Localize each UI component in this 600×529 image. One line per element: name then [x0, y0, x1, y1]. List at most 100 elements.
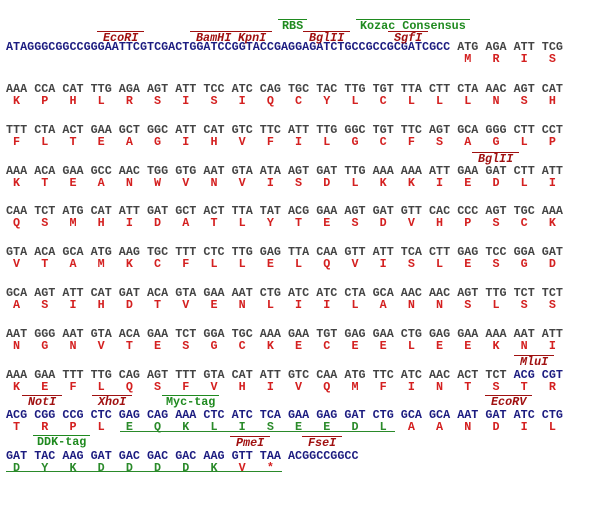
amino-acid: N — [125, 175, 133, 190]
codon: GTA — [231, 163, 253, 178]
codon: GAC — [147, 449, 169, 464]
amino-acid: V — [407, 216, 415, 231]
codon: TTG — [344, 82, 366, 96]
codon: TCT — [34, 204, 56, 219]
codon: GAT — [372, 204, 394, 219]
amino-acid: E — [351, 338, 359, 353]
amino-acid: L — [464, 94, 472, 108]
amino-acid: E — [323, 216, 331, 231]
codon: AAA — [175, 408, 197, 423]
amino-acid: L — [238, 257, 246, 272]
codon: AGT — [288, 163, 310, 178]
amino-acid: P — [41, 94, 49, 108]
amino-acid: D — [351, 420, 359, 435]
amino-acid: L — [520, 175, 528, 190]
codon: GAG — [457, 245, 479, 260]
amino-acid: E — [154, 338, 162, 353]
annotation: Kozac Consensus — [356, 19, 470, 32]
codon: ACG — [513, 367, 535, 382]
codon: CTC — [203, 408, 225, 423]
amino-acid: Q — [125, 379, 133, 394]
annotation: BglII — [472, 152, 520, 165]
codon: TTC — [400, 122, 422, 137]
codon: CAG — [147, 408, 169, 423]
codon: GAT — [541, 245, 563, 260]
codon: AAT — [203, 163, 225, 178]
codon: ATG — [62, 204, 84, 219]
amino-acid: K — [13, 175, 21, 190]
codon: TTC — [372, 367, 394, 382]
codon: GAC — [118, 449, 140, 464]
codon: AAA — [6, 82, 28, 96]
amino-acid: H — [548, 94, 556, 108]
codon: TCC — [485, 245, 507, 260]
codon: CCT — [541, 122, 563, 137]
amino-acid: K — [407, 175, 415, 190]
codon: TTT — [62, 367, 84, 382]
amino-acid: T — [464, 379, 472, 394]
codon: ATT — [429, 163, 451, 178]
codon: CAT — [90, 204, 112, 219]
codon: ATC — [288, 286, 310, 300]
codon: TTG — [485, 286, 507, 300]
amino-acid: A — [182, 216, 190, 231]
amino-acid: K — [13, 94, 21, 108]
amino-acid: R — [41, 420, 49, 435]
amino-acid: I — [69, 298, 77, 312]
leader-sequence: ATAGGGCGGCCGGGAATTCGTCGACTGGATCCGGTACCGA… — [6, 40, 451, 54]
amino-acid: L — [407, 94, 415, 108]
codon: ATG — [344, 367, 366, 382]
amino-acid: V — [238, 134, 246, 149]
amino-acid: K — [13, 379, 21, 394]
codon: CAT — [231, 367, 253, 382]
codon: AAG — [62, 449, 84, 464]
codon: CTC — [203, 245, 225, 260]
amino-acid: I — [520, 52, 528, 66]
codon: TAC — [316, 82, 338, 96]
codon: ATA — [259, 163, 281, 178]
amino-acid: I — [238, 94, 246, 108]
amino-acid: D — [548, 257, 556, 272]
amino-acid: S — [464, 298, 472, 312]
codon: ATC — [400, 367, 422, 382]
codon: CTG — [541, 408, 563, 423]
amino-acid: Q — [323, 257, 331, 272]
annotation: RBS — [278, 19, 308, 32]
annotation: BglII — [303, 31, 351, 44]
codon: CAA — [316, 245, 338, 260]
codon: TCG — [541, 40, 563, 54]
amino-acid: E — [266, 257, 274, 272]
amino-acid: H — [238, 379, 246, 394]
codon: ATC — [513, 408, 535, 423]
amino-acid: K — [182, 420, 190, 435]
amino-acid: C — [379, 134, 387, 149]
amino-acid: V — [238, 461, 246, 476]
amino-acid: I — [295, 134, 303, 149]
codon: GAA — [62, 163, 84, 178]
codon: TGC — [288, 82, 310, 96]
codon: GAT — [6, 449, 28, 464]
codon: AAA — [485, 326, 507, 341]
amino-acid: D — [154, 461, 162, 476]
codon: GAG — [118, 408, 140, 423]
amino-acid: D — [492, 175, 500, 190]
amino-acid: H — [436, 216, 444, 231]
amino-acid: F — [379, 379, 387, 394]
codon: CTG — [400, 326, 422, 341]
amino-acid: S — [154, 94, 162, 108]
amino-acid: I — [182, 134, 190, 149]
amino-acid: I — [295, 298, 303, 312]
amino-acid: L — [210, 420, 218, 435]
codon: TGC — [513, 204, 535, 219]
amino-acid: S — [407, 257, 415, 272]
codon: AGA — [485, 40, 507, 54]
codon: AAC — [429, 286, 451, 300]
amino-acid: S — [41, 216, 49, 231]
codon: GTT — [231, 449, 253, 464]
codon: CTT — [513, 122, 535, 137]
amino-acid: Y — [323, 94, 331, 108]
amino-acid: T — [520, 379, 528, 394]
codon: TCC — [203, 82, 225, 96]
codon: TCT — [175, 326, 197, 341]
annotation: EcoRI — [97, 31, 145, 44]
